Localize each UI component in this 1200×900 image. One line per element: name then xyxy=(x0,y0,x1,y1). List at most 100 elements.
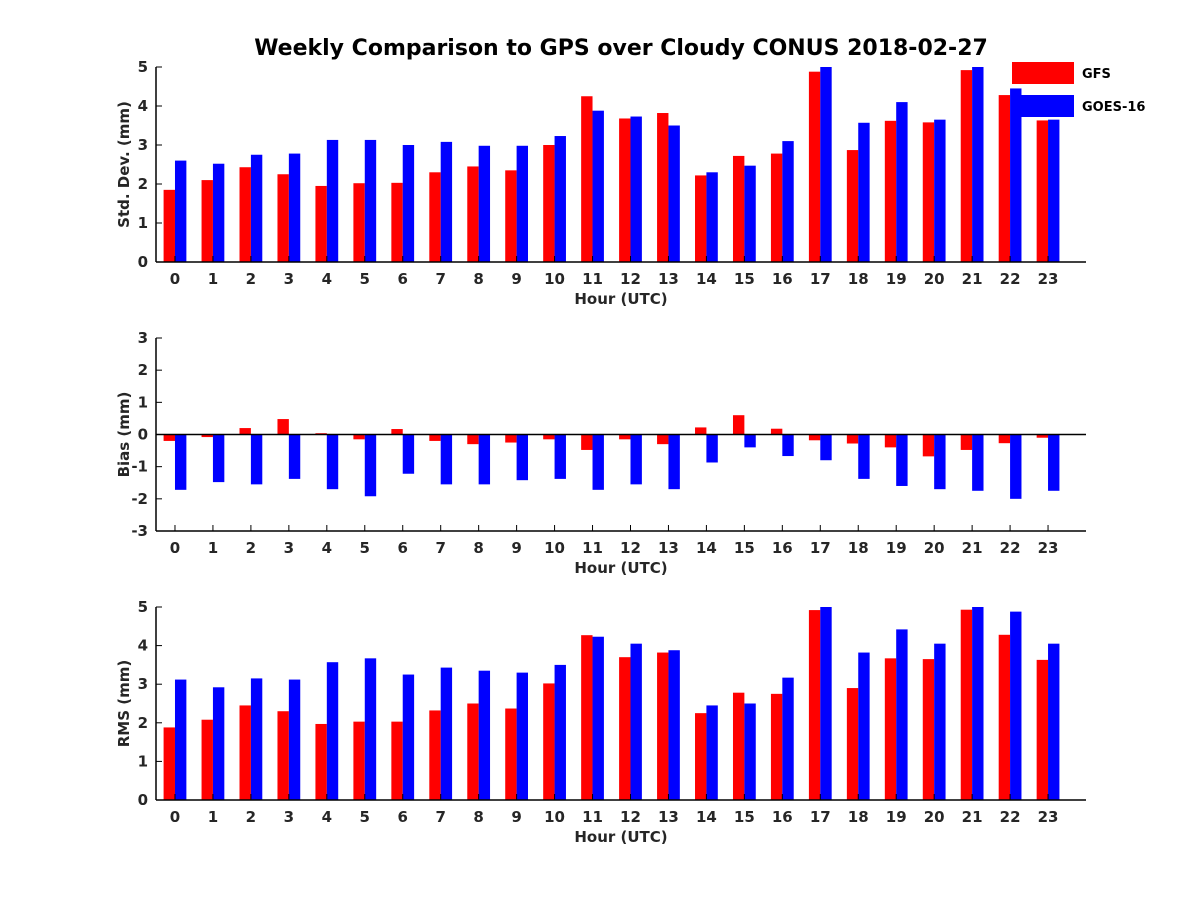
y-tick-label: 4 xyxy=(138,97,148,115)
bar-gfs-hour-17 xyxy=(808,610,821,800)
y-tick-label: 1 xyxy=(138,393,148,411)
x-tick-label: 7 xyxy=(435,808,445,826)
x-tick-label: 7 xyxy=(435,539,445,557)
bar-goes-16-hour-15 xyxy=(744,703,756,800)
y-tick-label: -3 xyxy=(131,522,148,540)
x-tick-label: 16 xyxy=(772,270,793,288)
bar-goes-16-hour-18 xyxy=(858,122,870,263)
bar-goes-16-hour-5 xyxy=(364,658,377,800)
bar-gfs-hour-0 xyxy=(163,189,175,262)
x-tick-label: 1 xyxy=(208,808,218,826)
bar-goes-16-hour-3 xyxy=(288,153,301,262)
bar-gfs-hour-11 xyxy=(581,434,593,450)
bar-goes-16-hour-5 xyxy=(364,139,377,262)
legend-swatch-gfs xyxy=(1012,62,1074,84)
bar-goes-16-hour-11 xyxy=(592,636,604,800)
x-tick-label: 3 xyxy=(284,539,294,557)
bar-gfs-hour-11 xyxy=(581,635,593,800)
x-tick-label: 19 xyxy=(886,539,907,557)
y-tick-label: 5 xyxy=(138,58,148,76)
bar-goes-16-hour-17 xyxy=(820,434,832,461)
y-tick-label: -2 xyxy=(131,490,148,508)
x-tick-label: 6 xyxy=(398,270,408,288)
x-tick-label: 10 xyxy=(544,539,565,557)
bar-goes-16-hour-19 xyxy=(896,102,908,262)
bar-gfs-hour-5 xyxy=(353,183,365,262)
bar-gfs-hour-7 xyxy=(429,434,441,441)
bar-gfs-hour-19 xyxy=(884,658,897,800)
bar-gfs-hour-20 xyxy=(922,659,935,800)
x-tick-label: 16 xyxy=(772,539,793,557)
bar-goes-16-hour-1 xyxy=(212,687,225,800)
bar-goes-16-hour-22 xyxy=(1010,611,1022,800)
y-tick-label: 2 xyxy=(138,714,148,732)
bar-goes-16-hour-10 xyxy=(554,136,566,262)
bar-gfs-hour-13 xyxy=(657,113,669,263)
x-tick-label: 21 xyxy=(962,539,983,557)
bar-gfs-hour-14 xyxy=(695,175,707,262)
bar-gfs-hour-23 xyxy=(1036,659,1049,800)
x-tick-label: 3 xyxy=(284,270,294,288)
x-tick-label: 23 xyxy=(1038,808,1059,826)
bar-gfs-hour-6 xyxy=(391,429,403,435)
bar-goes-16-hour-23 xyxy=(1048,643,1060,800)
bar-goes-16-hour-9 xyxy=(516,434,528,481)
bar-gfs-hour-14 xyxy=(695,427,707,435)
bar-goes-16-hour-22 xyxy=(1010,88,1022,262)
bar-goes-16-hour-10 xyxy=(554,664,566,800)
bar-gfs-hour-18 xyxy=(846,434,859,444)
y-tick-label: 4 xyxy=(138,637,148,655)
bar-goes-16-hour-4 xyxy=(326,139,339,262)
x-tick-label: 17 xyxy=(810,808,831,826)
x-tick-label: 17 xyxy=(810,270,831,288)
bar-gfs-hour-12 xyxy=(619,434,631,440)
x-tick-label: 0 xyxy=(170,270,180,288)
bar-goes-16-hour-14 xyxy=(706,172,718,262)
bar-gfs-hour-14 xyxy=(695,713,707,800)
bar-goes-16-hour-19 xyxy=(896,629,908,800)
bar-gfs-hour-1 xyxy=(201,719,213,800)
bar-gfs-hour-15 xyxy=(732,155,745,262)
x-tick-label: 19 xyxy=(886,270,907,288)
legend-label-gfs: GFS xyxy=(1082,67,1111,82)
x-tick-label: 18 xyxy=(848,270,869,288)
bar-gfs-hour-22 xyxy=(998,434,1011,444)
x-tick-label: 15 xyxy=(734,808,755,826)
bar-gfs-hour-19 xyxy=(884,434,897,448)
y-axis-label: Bias (mm) xyxy=(115,392,133,478)
x-tick-label: 12 xyxy=(620,808,641,826)
x-tick-label: 20 xyxy=(924,539,945,557)
bar-goes-16-hour-14 xyxy=(706,434,718,463)
bar-gfs-hour-12 xyxy=(619,657,631,800)
x-tick-label: 8 xyxy=(473,270,483,288)
bar-gfs-hour-6 xyxy=(391,182,403,262)
x-tick-label: 5 xyxy=(360,270,370,288)
bar-gfs-hour-0 xyxy=(163,727,175,800)
bar-gfs-hour-11 xyxy=(581,96,593,262)
bar-goes-16-hour-23 xyxy=(1048,434,1060,491)
bar-goes-16-hour-9 xyxy=(516,145,528,262)
x-axis-label: Hour (UTC) xyxy=(574,290,667,308)
bar-goes-16-hour-1 xyxy=(212,434,225,483)
bar-goes-16-hour-8 xyxy=(478,670,491,800)
bar-gfs-hour-18 xyxy=(846,150,859,262)
bar-goes-16-hour-21 xyxy=(972,607,984,800)
x-tick-label: 9 xyxy=(511,808,521,826)
bar-goes-16-hour-11 xyxy=(592,110,604,263)
bar-goes-16-hour-0 xyxy=(174,434,187,490)
bar-goes-16-hour-6 xyxy=(402,434,415,474)
bar-goes-16-hour-14 xyxy=(706,705,718,800)
bar-goes-16-hour-13 xyxy=(668,125,680,262)
x-tick-label: 22 xyxy=(1000,808,1021,826)
chart-title: Weekly Comparison to GPS over Cloudy CON… xyxy=(254,36,988,61)
bar-goes-16-hour-23 xyxy=(1048,119,1060,263)
bar-gfs-hour-6 xyxy=(391,721,403,800)
bar-goes-16-hour-6 xyxy=(402,674,415,800)
bar-gfs-hour-20 xyxy=(922,434,935,457)
y-tick-label: 2 xyxy=(138,175,148,193)
bar-goes-16-hour-5 xyxy=(364,434,377,497)
bar-goes-16-hour-7 xyxy=(440,141,453,262)
